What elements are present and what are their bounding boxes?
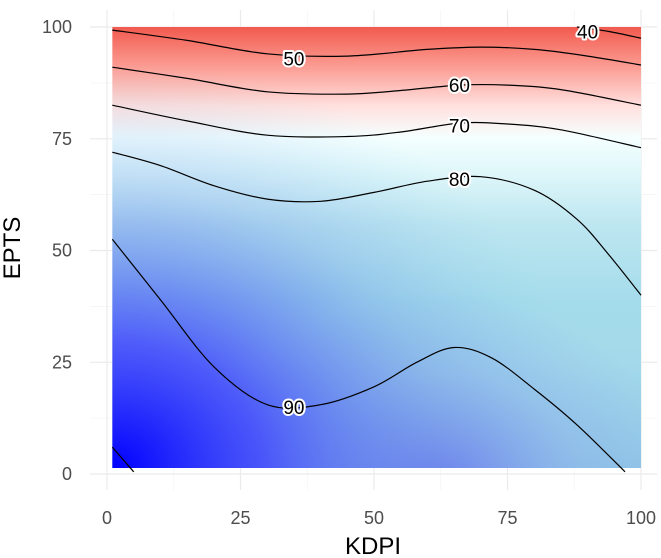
y-axis-title: EPTS: [0, 217, 26, 280]
y-tick-label: 50: [52, 241, 72, 261]
contour-line-70: [112, 104, 642, 149]
contour-line-80: [112, 151, 642, 296]
contour-line-100: [111, 446, 135, 473]
y-tick-label: 0: [62, 464, 72, 484]
contour-labels: 40 50 60 70 80 90: [281, 20, 600, 420]
fill-corner-shade: [112, 27, 642, 468]
contour-line-60: [112, 66, 642, 106]
x-axis-title: KDPI: [345, 533, 401, 558]
x-tick-label: 50: [364, 508, 384, 528]
x-tick-label: 0: [102, 508, 112, 528]
contour-label-90: 90: [283, 398, 304, 419]
contour-line-90: [111, 238, 626, 473]
contour-line-40: [576, 26, 642, 39]
y-tick-label: 75: [52, 129, 72, 149]
contour-label-40: 40: [577, 22, 598, 43]
contour-line-50: [112, 29, 642, 66]
contour-label-80: 80: [449, 170, 470, 191]
contour-lines: [111, 26, 642, 473]
x-tick-label: 25: [230, 508, 250, 528]
contour-label-60: 60: [449, 76, 470, 97]
y-tick-label: 100: [42, 17, 72, 37]
color-fill: [112, 27, 642, 468]
contour-label-70: 70: [449, 116, 470, 137]
x-tick-label: 75: [497, 508, 517, 528]
y-axis-ticks: 0 25 50 75 100: [42, 17, 72, 484]
y-tick-label: 25: [52, 352, 72, 372]
x-axis-ticks: 0 25 50 75 100: [102, 508, 656, 528]
contour-label-50: 50: [283, 49, 304, 70]
x-tick-label: 100: [626, 508, 656, 528]
